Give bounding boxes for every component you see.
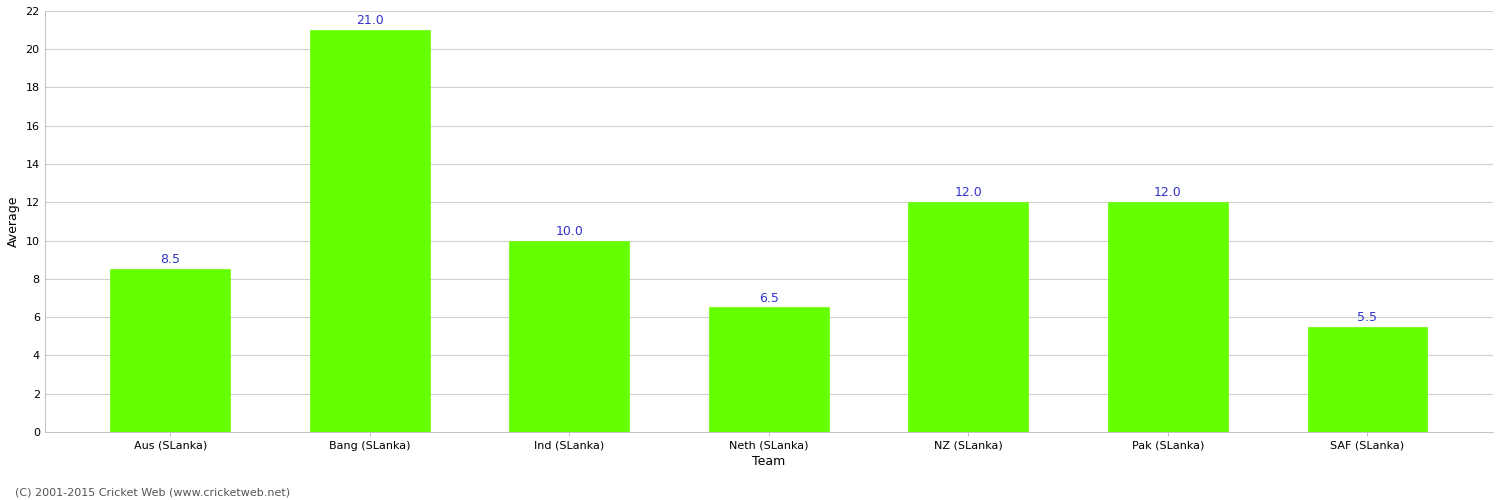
Bar xyxy=(510,240,628,432)
Bar xyxy=(710,308,828,432)
Bar xyxy=(310,30,429,432)
Text: 12.0: 12.0 xyxy=(954,186,982,200)
Text: 5.5: 5.5 xyxy=(1358,311,1377,324)
Y-axis label: Average: Average xyxy=(8,196,20,247)
Bar xyxy=(1308,326,1426,432)
Text: 12.0: 12.0 xyxy=(1154,186,1182,200)
Bar xyxy=(111,269,230,432)
Text: (C) 2001-2015 Cricket Web (www.cricketweb.net): (C) 2001-2015 Cricket Web (www.cricketwe… xyxy=(15,488,290,498)
X-axis label: Team: Team xyxy=(752,455,786,468)
Bar xyxy=(909,202,1028,432)
Bar xyxy=(1108,202,1227,432)
Text: 6.5: 6.5 xyxy=(759,292,778,304)
Text: 10.0: 10.0 xyxy=(555,224,584,237)
Text: 8.5: 8.5 xyxy=(160,254,180,266)
Text: 21.0: 21.0 xyxy=(356,14,384,27)
